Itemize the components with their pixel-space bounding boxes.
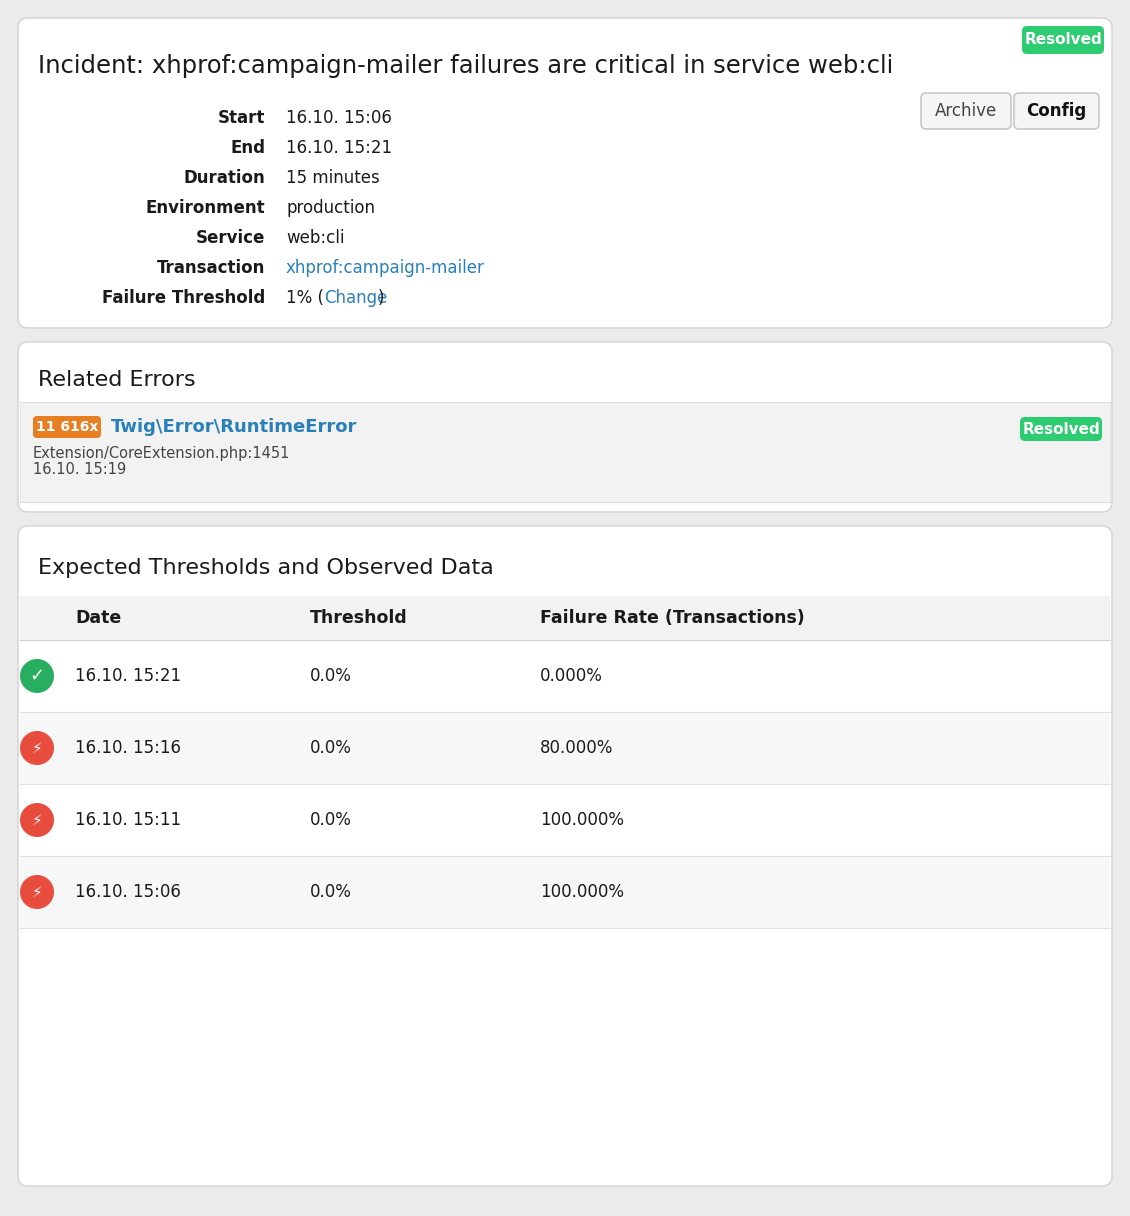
Text: Config: Config (1026, 102, 1087, 120)
Text: 100.000%: 100.000% (540, 811, 624, 829)
Text: 100.000%: 100.000% (540, 883, 624, 901)
Text: 0.0%: 0.0% (310, 811, 351, 829)
Circle shape (20, 876, 54, 910)
Text: ✓: ✓ (29, 668, 44, 685)
Bar (20, 713, 1110, 784)
Text: Environment: Environment (146, 199, 266, 216)
Text: End: End (231, 139, 266, 157)
Text: 0.0%: 0.0% (310, 668, 351, 685)
Text: Incident: xhprof:campaign-mailer failures are critical in service web:cli: Incident: xhprof:campaign-mailer failure… (38, 54, 893, 78)
Text: Change: Change (324, 289, 388, 306)
Text: ⚡: ⚡ (32, 812, 43, 828)
Text: Duration: Duration (183, 169, 266, 187)
Text: 16.10. 15:21: 16.10. 15:21 (75, 668, 181, 685)
Circle shape (20, 731, 54, 765)
Text: Twig\Error\RuntimeError: Twig\Error\RuntimeError (111, 418, 357, 437)
Text: Failure Rate (Transactions): Failure Rate (Transactions) (540, 609, 805, 627)
Text: 16.10. 15:16: 16.10. 15:16 (75, 739, 181, 758)
Text: 1% (: 1% ( (286, 289, 324, 306)
Text: 0.0%: 0.0% (310, 739, 351, 758)
FancyBboxPatch shape (1020, 417, 1102, 441)
Text: 16.10. 15:11: 16.10. 15:11 (75, 811, 181, 829)
Text: Resolved: Resolved (1024, 33, 1102, 47)
Text: 0.000%: 0.000% (540, 668, 603, 685)
Text: 15 minutes: 15 minutes (286, 169, 380, 187)
FancyBboxPatch shape (1022, 26, 1104, 54)
Text: ⚡: ⚡ (32, 741, 43, 755)
Text: Service: Service (195, 229, 266, 247)
Text: 80.000%: 80.000% (540, 739, 614, 758)
Text: Failure Threshold: Failure Threshold (102, 289, 266, 306)
Text: Expected Thresholds and Observed Data: Expected Thresholds and Observed Data (38, 558, 494, 578)
Text: 11 616x: 11 616x (36, 420, 98, 434)
FancyBboxPatch shape (18, 342, 1112, 512)
Text: ): ) (379, 289, 384, 306)
FancyBboxPatch shape (921, 92, 1011, 129)
Text: Date: Date (75, 609, 121, 627)
Text: Resolved: Resolved (1023, 422, 1099, 437)
Bar (20, 784, 1110, 856)
Text: xhprof:campaign-mailer: xhprof:campaign-mailer (286, 259, 485, 277)
Text: web:cli: web:cli (286, 229, 345, 247)
Text: ⚡: ⚡ (32, 884, 43, 900)
FancyBboxPatch shape (33, 416, 101, 438)
Text: 16.10. 15:06: 16.10. 15:06 (286, 109, 392, 126)
Text: Transaction: Transaction (157, 259, 266, 277)
Text: 16.10. 15:19: 16.10. 15:19 (33, 462, 127, 477)
Bar (20, 856, 1110, 928)
FancyBboxPatch shape (18, 18, 1112, 328)
Circle shape (20, 659, 54, 693)
FancyBboxPatch shape (1014, 92, 1099, 129)
FancyBboxPatch shape (18, 527, 1112, 1186)
Circle shape (20, 803, 54, 837)
Text: Related Errors: Related Errors (38, 370, 195, 390)
Text: 0.0%: 0.0% (310, 883, 351, 901)
Bar (20, 596, 1110, 640)
Text: 16.10. 15:21: 16.10. 15:21 (286, 139, 392, 157)
Text: Extension/CoreExtension.php:1451: Extension/CoreExtension.php:1451 (33, 446, 290, 461)
Text: production: production (286, 199, 375, 216)
Text: Start: Start (218, 109, 266, 126)
Bar (20, 640, 1110, 713)
Text: Archive: Archive (935, 102, 997, 120)
Text: 16.10. 15:06: 16.10. 15:06 (75, 883, 181, 901)
Text: Threshold: Threshold (310, 609, 408, 627)
Bar (20, 402, 1110, 502)
